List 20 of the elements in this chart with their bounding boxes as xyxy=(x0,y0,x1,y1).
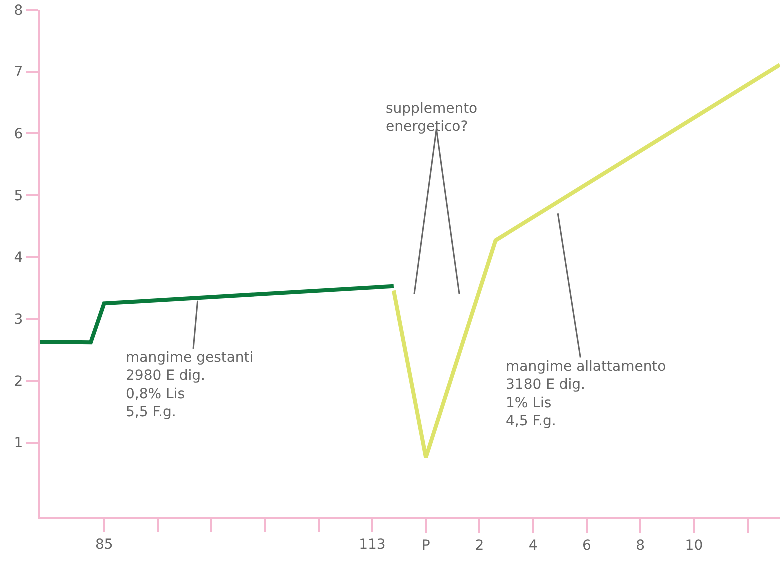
x-tick-label: 8 xyxy=(636,538,646,554)
y-tick-label: 4 xyxy=(14,250,24,266)
line-series xyxy=(40,284,396,345)
y-tick-label: 5 xyxy=(14,188,24,204)
y-tick-label: 8 xyxy=(14,2,24,19)
y-tick-label: 3 xyxy=(14,312,24,328)
x-tick-label: 6 xyxy=(582,538,592,554)
x2-tick-label: 113 xyxy=(359,536,386,553)
annotation: mangime allattamento 3180 E dig. 1% Lis 4,5 F.g. xyxy=(506,359,666,430)
x-tick-label: 2 xyxy=(475,538,484,554)
x-tick-label: P xyxy=(422,538,430,554)
y-tick-label: 2 xyxy=(14,374,24,390)
annotation: mangime gestanti 2980 E dig. 0,8% Lis 5,5 F.g. xyxy=(126,350,254,421)
y-tick-label: 7 xyxy=(14,64,24,81)
annotation: supplemento energetico? xyxy=(386,101,478,136)
y-tick-label: 1 xyxy=(14,436,24,452)
x-tick-label: 10 xyxy=(685,538,704,554)
x-tick-label: 4 xyxy=(528,538,538,554)
x2-tick-label: 85 xyxy=(95,536,114,553)
y-tick-label: 6 xyxy=(14,126,24,143)
